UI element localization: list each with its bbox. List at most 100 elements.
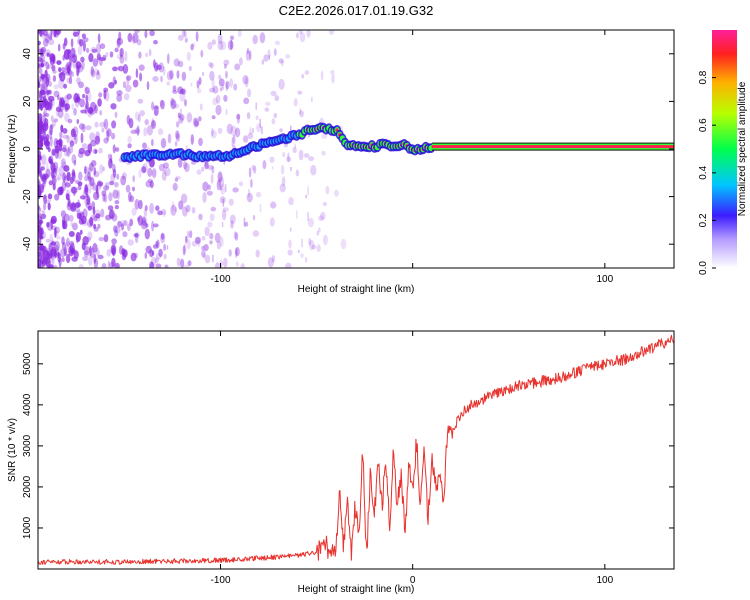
noise-blob: [186, 51, 191, 61]
noise-blob: [54, 193, 60, 201]
noise-blob: [52, 147, 56, 155]
noise-blob: [38, 178, 41, 188]
noise-blob: [94, 149, 98, 154]
noise-blob: [110, 103, 117, 110]
noise-blob: [153, 105, 159, 117]
noise-blob: [81, 123, 86, 133]
noise-blob: [88, 53, 94, 63]
noise-blob: [220, 184, 226, 195]
noise-blob: [172, 182, 178, 191]
noise-blob: [109, 153, 113, 164]
noise-blob: [154, 257, 159, 264]
noise-blob: [105, 181, 110, 190]
noise-blob: [232, 134, 236, 145]
noise-blob: [85, 101, 89, 110]
y-tick-label: 20: [22, 95, 33, 107]
noise-blob: [292, 147, 297, 154]
noise-blob: [57, 43, 61, 52]
colorbar-label: Normalized spectral amplitude: [737, 81, 748, 216]
noise-blob: [107, 260, 111, 268]
noise-blob: [178, 200, 184, 210]
noise-blob: [93, 223, 97, 230]
noise-blob: [55, 235, 61, 240]
noise-blob: [236, 113, 240, 124]
noise-blob: [196, 80, 200, 89]
figure-title: C2E2.2026.017.01.19.G32: [279, 3, 434, 18]
noise-blob: [45, 113, 49, 117]
noise-blob: [134, 30, 140, 34]
noise-blob: [61, 236, 65, 245]
noise-blob: [85, 193, 89, 198]
noise-blob: [39, 135, 45, 142]
noise-blob: [159, 99, 164, 108]
noise-blob: [71, 186, 78, 194]
noise-blob: [308, 237, 312, 246]
noise-blob: [116, 37, 121, 48]
noise-blob: [183, 243, 187, 254]
noise-blob: [44, 33, 50, 43]
noise-blob: [109, 180, 115, 186]
noise-blob: [190, 43, 194, 51]
noise-blob: [328, 30, 335, 36]
colorbar: 0.0 0.2 0.4 0.6 0.8 Normalized spectral ampl…: [698, 30, 748, 275]
y-tick-label: 3000: [22, 434, 33, 457]
noise-streak: [225, 184, 227, 193]
colorbar-tick-label: 0.8: [698, 70, 709, 84]
noise-blob: [249, 50, 252, 61]
noise-blob: [59, 131, 63, 139]
noise-blob: [67, 49, 71, 54]
noise-blob: [263, 54, 269, 62]
noise-streak: [268, 55, 271, 60]
noise-blob: [47, 202, 51, 211]
noise-blob: [246, 47, 250, 55]
noise-blob: [151, 220, 155, 232]
noise-blob: [209, 62, 214, 69]
noise-blob: [167, 133, 172, 144]
noise-blob: [114, 262, 120, 268]
noise-blob: [78, 81, 84, 89]
noise-blob: [198, 137, 203, 147]
noise-blob: [93, 253, 97, 264]
noise-blob: [92, 243, 98, 253]
noise-blob: [40, 46, 47, 53]
noise-blob: [270, 90, 277, 97]
noise-blob: [122, 64, 129, 74]
noise-blob: [179, 88, 186, 95]
noise-blob: [230, 39, 233, 50]
noise-blob: [269, 217, 275, 227]
noise-blob: [304, 70, 310, 75]
noise-blob: [43, 88, 49, 97]
noise-blob: [133, 233, 139, 238]
noise-blob: [212, 85, 219, 94]
noise-blob: [82, 256, 89, 262]
noise-blob: [171, 201, 175, 212]
noise-blob: [54, 227, 57, 238]
noise-blob: [87, 107, 93, 118]
noise-blob: [77, 45, 83, 56]
noise-blob: [126, 223, 131, 232]
noise-blob: [116, 37, 123, 46]
noise-blob: [164, 167, 171, 177]
noise-blob: [196, 169, 202, 175]
noise-blob: [52, 69, 57, 74]
noise-blob: [68, 145, 74, 154]
noise-blob: [66, 134, 70, 144]
noise-blob: [111, 246, 115, 257]
noise-blob: [38, 184, 41, 190]
noise-blob: [54, 240, 60, 252]
noise-blob: [113, 225, 118, 233]
snr-plot-area: [38, 331, 674, 569]
noise-blob: [148, 48, 152, 57]
noise-blob: [144, 252, 147, 259]
noise-blob: [112, 66, 118, 72]
noise-blob: [110, 244, 117, 255]
noise-blob: [99, 110, 103, 116]
noise-blob: [109, 246, 115, 255]
noise-blob: [184, 99, 187, 107]
noise-blob: [166, 70, 173, 81]
noise-blob: [127, 32, 133, 43]
noise-blob: [190, 134, 194, 145]
noise-blob: [60, 158, 66, 169]
noise-blob: [115, 264, 119, 268]
noise-blob: [99, 57, 106, 62]
